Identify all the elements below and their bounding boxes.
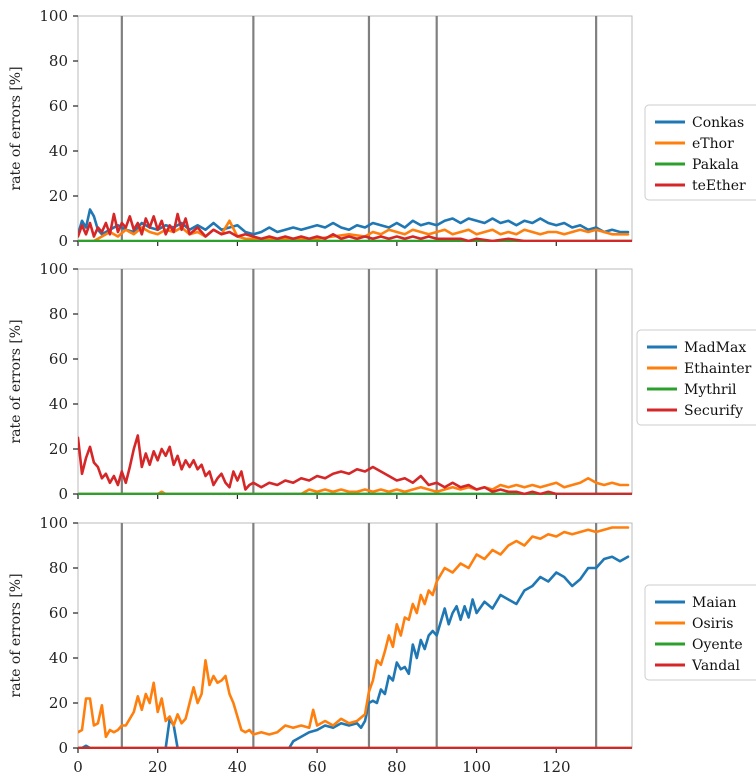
y-tick-label: 20 (49, 440, 68, 458)
series-line-teether (78, 212, 632, 242)
legend-label: MadMax (684, 340, 746, 356)
legend-label: Osiris (692, 616, 734, 632)
legend-label: teEther (692, 178, 746, 194)
legend-box (644, 104, 756, 201)
y-tick-label: 0 (58, 232, 68, 250)
y-axis-label: rate of errors [%] (8, 66, 24, 190)
legend-label: Mythril (684, 382, 737, 398)
legend: Maian Osiris Oyente Vandal (644, 584, 756, 681)
y-tick-label: 100 (39, 7, 68, 25)
legend: Conkas eThor Pakala teEther (644, 104, 756, 201)
x-tick-label: 0 (73, 758, 83, 776)
x-tick-label: 20 (148, 758, 167, 776)
y-tick-label: 100 (39, 514, 68, 532)
legend-label: Securify (684, 403, 743, 419)
panel-frame (77, 522, 633, 749)
legend-label: eThor (692, 136, 734, 152)
legend-label: Vandal (691, 658, 740, 674)
series-line-securify (78, 434, 632, 495)
y-tick-label: 40 (49, 649, 68, 667)
y-tick-label: 80 (49, 305, 68, 323)
panel-frame (77, 15, 633, 242)
panel-1: 0 20 40 60 80 100 rate of errors [%] Conkas eTho… (8, 7, 756, 250)
x-tick-label: 100 (462, 758, 491, 776)
y-tick-label: 40 (49, 395, 68, 413)
y-tick-label: 60 (49, 604, 68, 622)
x-tick-label: 40 (228, 758, 247, 776)
legend: MadMax Ethainter Mythril Securify (636, 329, 756, 426)
y-tick-label: 0 (58, 739, 68, 757)
y-tick-label: 20 (49, 694, 68, 712)
y-tick-label: 40 (49, 142, 68, 160)
panel-3: 0 20 40 60 80 100 0 20 40 60 80 100 120 rate of error… (8, 514, 756, 776)
y-axis-label: rate of errors [%] (8, 573, 24, 697)
y-tick-label: 100 (39, 260, 68, 278)
x-tick-label: 120 (542, 758, 571, 776)
panel-frame (77, 268, 633, 495)
series-line-ethainter (78, 477, 630, 495)
legend-box (636, 329, 756, 426)
legend-label: Pakala (692, 157, 739, 173)
y-tick-label: 60 (49, 97, 68, 115)
y-tick-label: 20 (49, 187, 68, 205)
legend-box (644, 584, 756, 681)
legend-label: Conkas (692, 115, 744, 131)
x-tick-label: 60 (308, 758, 327, 776)
legend-label: Maian (692, 595, 737, 611)
series-line-maian (287, 555, 630, 749)
y-axis-label: rate of errors [%] (8, 319, 24, 443)
legend-label: Ethainter (684, 361, 752, 377)
y-tick-label: 60 (49, 350, 68, 368)
legend-label: Oyente (692, 637, 743, 653)
y-tick-label: 80 (49, 559, 68, 577)
panel-2: 0 20 40 60 80 100 rate of errors [%] MadMax Etha… (8, 260, 756, 503)
series-line-osiris (78, 526, 630, 739)
y-tick-label: 0 (58, 485, 68, 503)
x-tick-label: 80 (387, 758, 406, 776)
y-tick-label: 80 (49, 52, 68, 70)
